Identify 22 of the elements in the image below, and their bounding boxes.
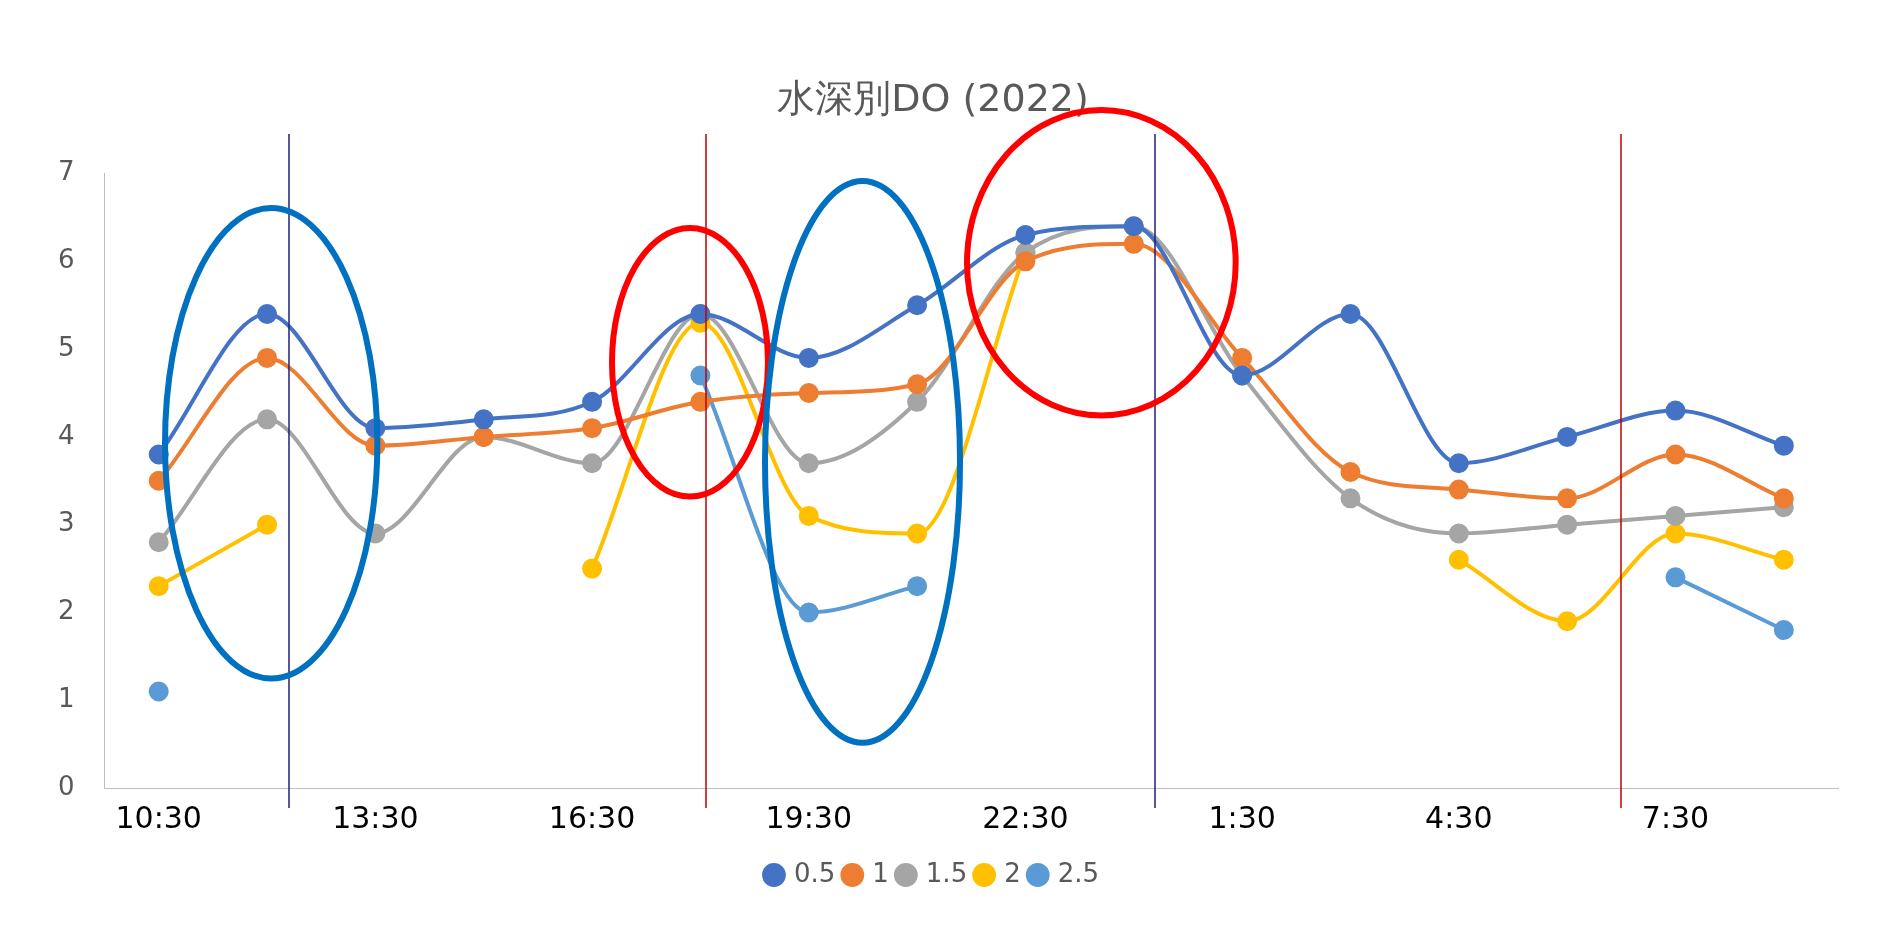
x-tick-label: 13:30	[332, 799, 419, 835]
y-tick-label: 2	[58, 595, 75, 626]
x-tick-label: 22:30	[982, 799, 1069, 835]
y-tick-label: 3	[58, 507, 75, 538]
x-tick-label: 19:30	[765, 799, 852, 835]
x-tick-label: 10:30	[115, 799, 202, 835]
x-tick-label: 7:30	[1641, 799, 1710, 835]
chart-title: 水深別DO (2022)	[777, 75, 1089, 120]
legend-label: 2.5	[1057, 857, 1100, 888]
y-tick-label: 6	[58, 244, 75, 275]
y-tick-label: 1	[58, 682, 75, 713]
legend-label: 1	[872, 857, 889, 888]
y-tick-label: 4	[58, 419, 75, 450]
legend-label: 0.5	[793, 857, 836, 888]
x-tick-label: 16:30	[548, 799, 636, 835]
legend-label: 1.5	[925, 857, 968, 888]
y-tick-label: 7	[58, 156, 75, 187]
x-tick-label: 4:30	[1425, 799, 1493, 835]
x-tick-label: 1:30	[1208, 799, 1276, 835]
legend-label: 2	[1004, 857, 1021, 888]
y-tick-label: 5	[58, 331, 75, 362]
y-tick-label: 0	[58, 770, 75, 801]
